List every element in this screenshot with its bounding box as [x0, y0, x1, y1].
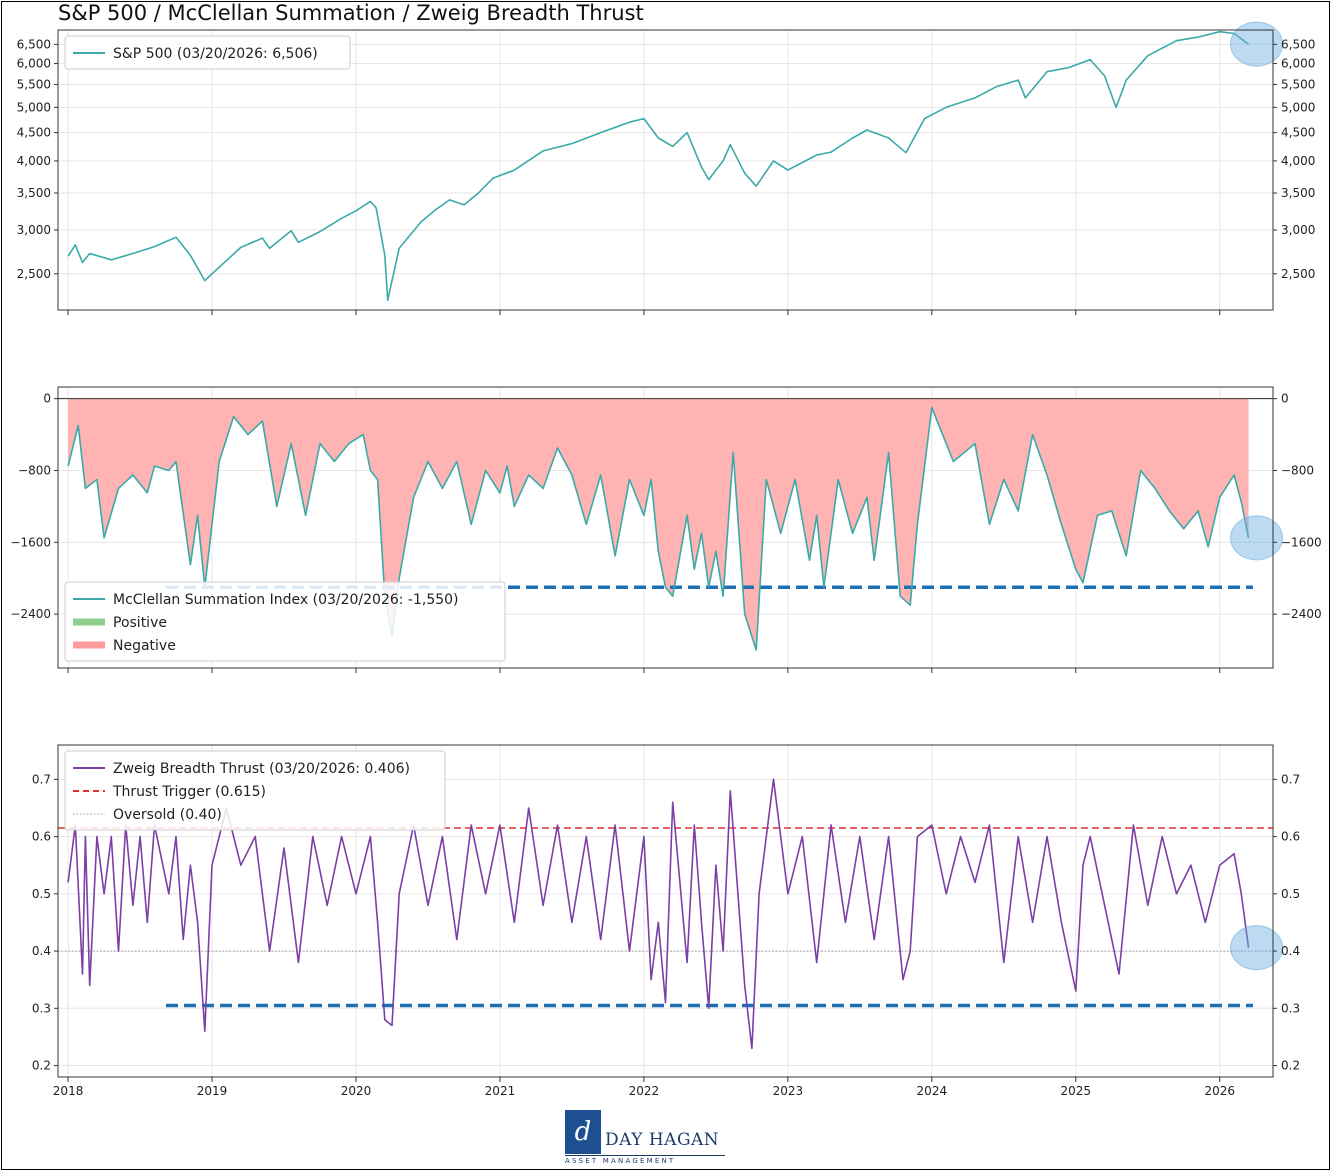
ytick-label-right: −2400 — [1281, 607, 1322, 621]
ytick-label-left: 3,000 — [17, 223, 51, 237]
logo-mark-icon: d — [565, 1110, 601, 1154]
xtick-label: 2025 — [1061, 1084, 1092, 1098]
series-line — [67, 30, 1249, 301]
ytick-label-right: 3,500 — [1281, 186, 1315, 200]
legend-box — [64, 581, 506, 662]
company-logo: d DAY HAGAN ASSET MANAGEMENT — [565, 1110, 735, 1170]
legend-box — [64, 750, 446, 831]
chart-title: S&P 500 / McClellan Summation / Zweig Br… — [58, 1, 644, 25]
ytick-label-left: 2,500 — [17, 267, 51, 281]
highlight-circle — [1230, 925, 1284, 971]
plot-border — [57, 744, 1274, 1078]
ytick-label-left: 0.4 — [32, 944, 51, 958]
logo-subtitle: ASSET MANAGEMENT — [565, 1157, 676, 1165]
legend-label: Zweig Breadth Thrust (03/20/2026: 0.406) — [113, 761, 410, 777]
legend-label: Positive — [113, 615, 167, 631]
panel-mcclellan: 0 0 −800 −800 −1600 −1600 −2400 −2400 McClellan … — [10, 386, 1322, 673]
legend-label: S&P 500 (03/20/2026: 6,506) — [113, 46, 318, 62]
ytick-label-left: 6,000 — [17, 57, 51, 71]
logo-name: DAY HAGAN — [605, 1130, 720, 1150]
highlight-circle — [1230, 515, 1284, 561]
ytick-label-left: 6,500 — [17, 37, 51, 51]
xtick-label: 2021 — [485, 1084, 516, 1098]
plot-border — [57, 386, 1274, 669]
ytick-label-right: −800 — [1281, 463, 1314, 477]
ytick-label-right: 0.6 — [1281, 830, 1300, 844]
ytick-label-right: 4,000 — [1281, 154, 1315, 168]
ytick-label-left: 4,000 — [17, 154, 51, 168]
ytick-label-right: 0.4 — [1281, 944, 1300, 958]
legend-label: Negative — [113, 638, 176, 654]
ytick-label-left: 0.6 — [32, 830, 51, 844]
ytick-label-right: 5,000 — [1281, 100, 1315, 114]
ytick-label-left: 4,500 — [17, 126, 51, 140]
logo-divider — [565, 1155, 725, 1156]
xtick-label: 2023 — [773, 1084, 804, 1098]
xtick-label: 2019 — [197, 1084, 228, 1098]
ytick-label-right: 0.7 — [1281, 772, 1300, 786]
xtick-label: 2018 — [53, 1084, 84, 1098]
xtick-label: 2024 — [917, 1084, 948, 1098]
ytick-label-left: 0.7 — [32, 772, 51, 786]
xtick-label: 2026 — [1204, 1084, 1235, 1098]
legend-box — [64, 35, 351, 70]
ytick-label-left: −1600 — [10, 535, 51, 549]
xtick-label: 2022 — [629, 1084, 660, 1098]
legend-label: McClellan Summation Index (03/20/2026: -… — [113, 592, 459, 608]
ytick-label-left: 5,500 — [17, 77, 51, 91]
ytick-label-right: 0.5 — [1281, 887, 1300, 901]
ytick-label-left: 0.3 — [32, 1001, 51, 1015]
ytick-label-left: 5,000 — [17, 100, 51, 114]
ytick-label-left: 0 — [43, 392, 51, 406]
highlight-circle — [1230, 21, 1284, 67]
panel-sp500: 2,500 2,500 3,000 3,000 3,500 3,500 4,000 4,000… — [17, 21, 1315, 315]
ytick-label-right: 0.3 — [1281, 1001, 1300, 1015]
legend-label: Oversold (0.40) — [113, 807, 222, 823]
ytick-label-right: 6,000 — [1281, 57, 1315, 71]
ytick-label-left: 0.2 — [32, 1059, 51, 1073]
ytick-label-right: 5,500 — [1281, 77, 1315, 91]
ytick-label-left: −2400 — [10, 607, 51, 621]
ytick-label-right: −1600 — [1281, 535, 1322, 549]
ytick-label-right: 0.2 — [1281, 1059, 1300, 1073]
ytick-label-right: 0 — [1281, 392, 1289, 406]
ytick-label-right: 2,500 — [1281, 267, 1315, 281]
xtick-label: 2020 — [341, 1084, 372, 1098]
panel-zweig: 0.2 0.2 0.3 0.3 0.4 0.4 0.5 0.5 0.6 0.6 0.7 0.7 2018… — [32, 744, 1300, 1098]
ytick-label-left: 3,500 — [17, 186, 51, 200]
series-line — [67, 778, 1250, 1050]
ytick-label-left: −800 — [18, 463, 51, 477]
ytick-label-right: 3,000 — [1281, 223, 1315, 237]
plot-border — [57, 29, 1274, 311]
series-line — [67, 406, 1250, 651]
ytick-label-left: 0.5 — [32, 887, 51, 901]
ytick-label-right: 4,500 — [1281, 126, 1315, 140]
legend-label: Thrust Trigger (0.615) — [112, 784, 266, 800]
ytick-label-right: 6,500 — [1281, 37, 1315, 51]
